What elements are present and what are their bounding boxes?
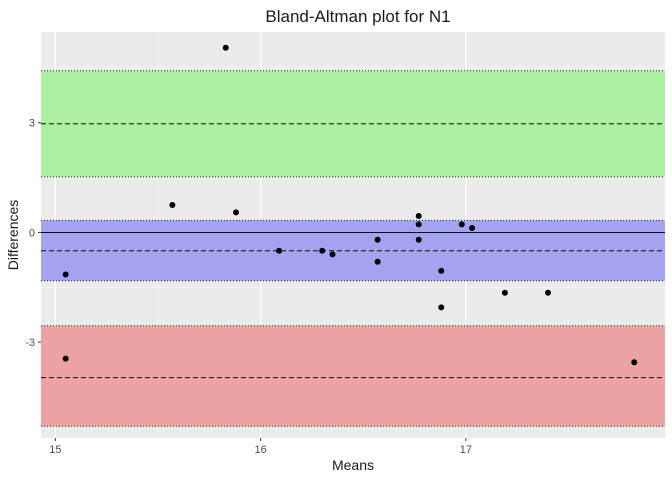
x-tick-label: 16	[255, 444, 267, 456]
data-point	[222, 44, 229, 51]
x-axis-title: Means	[332, 457, 374, 473]
data-point	[233, 209, 239, 216]
data-point	[62, 355, 69, 362]
data-point	[438, 267, 445, 274]
y-tick-label: 3	[29, 118, 35, 130]
data-point	[631, 359, 638, 366]
data-point	[545, 289, 551, 296]
data-point	[469, 225, 476, 232]
data-points	[62, 44, 638, 366]
data-point	[415, 236, 422, 243]
data-point	[415, 212, 422, 219]
y-axis-ticks: -3 0 3	[25, 118, 41, 349]
x-tick-label: 17	[460, 444, 472, 456]
y-tick-label: 0	[29, 227, 35, 239]
x-tick-label: 15	[49, 444, 61, 456]
y-tick-label: -3	[25, 337, 35, 349]
data-point	[329, 251, 336, 258]
x-axis-ticks: 15 16 17	[49, 438, 472, 456]
data-point	[438, 304, 445, 311]
data-point	[415, 221, 422, 228]
data-point	[169, 202, 176, 209]
data-point	[374, 258, 381, 265]
data-point	[62, 271, 69, 278]
data-point	[501, 289, 508, 296]
y-axis-title: Differences	[5, 200, 21, 271]
data-point	[276, 247, 283, 254]
chart-title: Bland-Altman plot for N1	[265, 7, 450, 26]
data-point	[458, 221, 465, 228]
data-point	[319, 247, 326, 254]
agreement-bands	[41, 70, 665, 427]
lower-loa-band	[41, 325, 665, 427]
data-point	[374, 236, 381, 243]
